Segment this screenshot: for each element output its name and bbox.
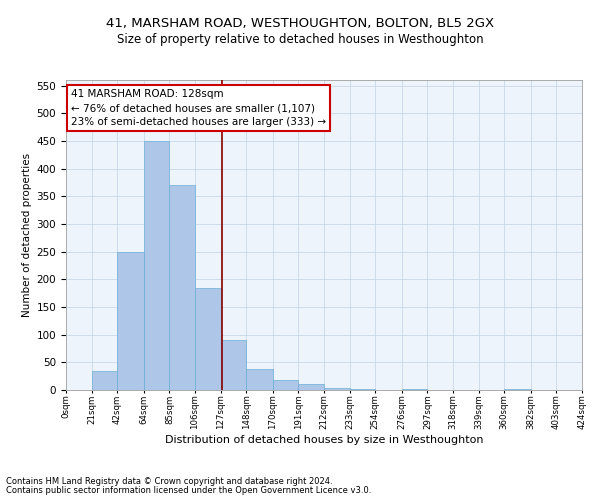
Bar (169, 185, 195, 390)
Bar (195, 288, 221, 390)
Text: Contains HM Land Registry data © Crown copyright and database right 2024.: Contains HM Land Registry data © Crown c… (6, 477, 332, 486)
Bar (117, 252, 144, 390)
Bar (92, 370, 117, 390)
Bar (273, 380, 298, 390)
Bar (144, 141, 169, 390)
Text: 41, MARSHAM ROAD, WESTHOUGHTON, BOLTON, BL5 2GX: 41, MARSHAM ROAD, WESTHOUGHTON, BOLTON, … (106, 18, 494, 30)
Bar (298, 384, 324, 390)
Y-axis label: Number of detached properties: Number of detached properties (22, 153, 32, 317)
Bar (246, 369, 273, 390)
X-axis label: Distribution of detached houses by size in Westhoughton: Distribution of detached houses by size … (165, 434, 483, 444)
Bar (324, 388, 350, 390)
Text: Size of property relative to detached houses in Westhoughton: Size of property relative to detached ho… (116, 32, 484, 46)
Bar (402, 389, 427, 390)
Text: 41 MARSHAM ROAD: 128sqm
← 76% of detached houses are smaller (1,107)
23% of semi: 41 MARSHAM ROAD: 128sqm ← 76% of detache… (71, 90, 326, 128)
Bar (221, 340, 246, 390)
Text: Contains public sector information licensed under the Open Government Licence v3: Contains public sector information licen… (6, 486, 371, 495)
